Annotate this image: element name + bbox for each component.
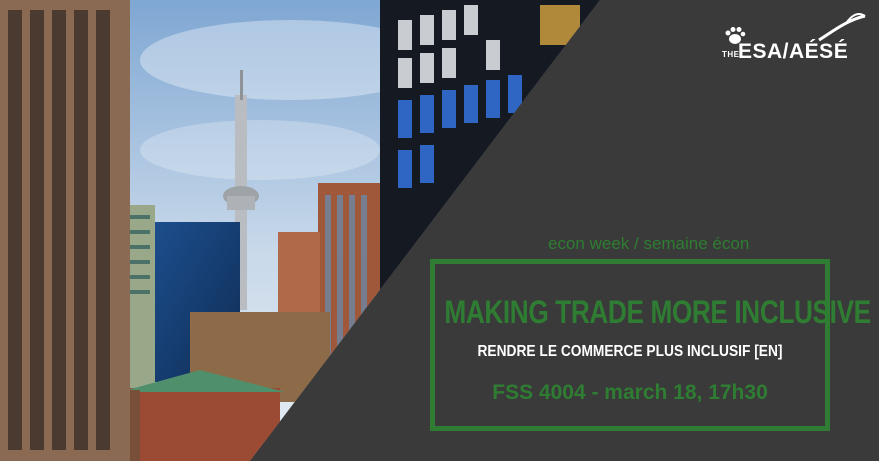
subheadline: RENDRE LE COMMERCE PLUS INCLUSIF [EN] bbox=[477, 343, 783, 360]
logo-the-text: THE bbox=[722, 50, 740, 59]
headline: MAKING TRADE MORE INCLUSIVE bbox=[444, 291, 871, 333]
logo-main-text: ESA/AÉSÉ bbox=[738, 40, 849, 63]
paw-icon bbox=[725, 27, 746, 44]
tagline: econ week / semaine écon bbox=[548, 234, 750, 253]
swoosh-icon bbox=[818, 13, 866, 42]
esa-logo: THE ESA/AÉSÉ bbox=[722, 12, 867, 67]
green-frame bbox=[430, 259, 830, 431]
dark-panel bbox=[250, 0, 879, 461]
event-details: FSS 4004 - march 18, 17h30 bbox=[492, 381, 768, 404]
